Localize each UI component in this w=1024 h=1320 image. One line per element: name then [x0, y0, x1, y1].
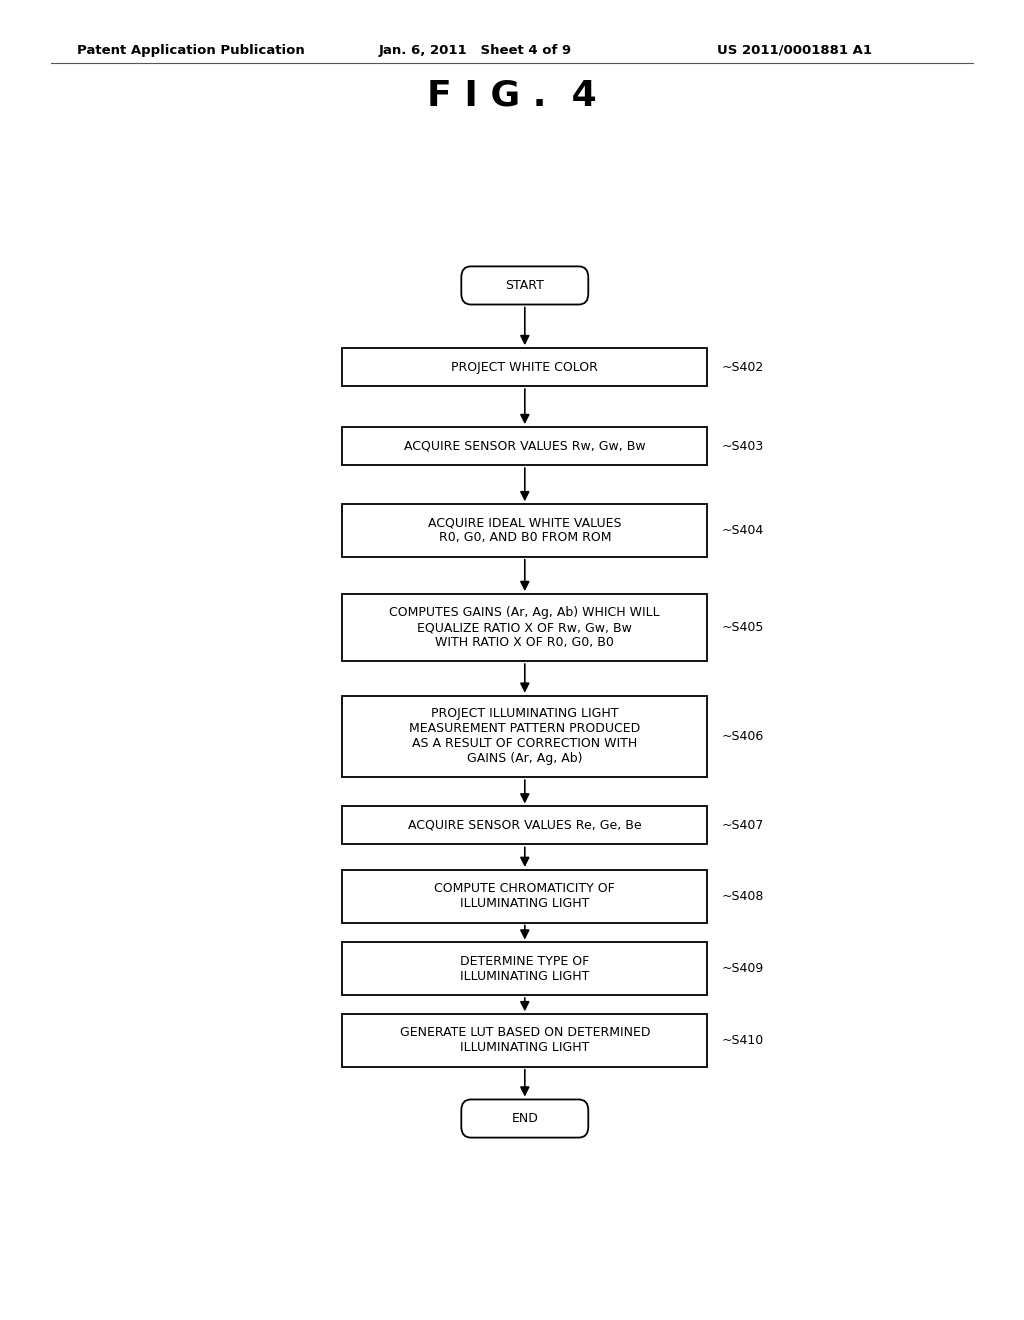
Bar — [342, 696, 708, 777]
Text: GENERATE LUT BASED ON DETERMINED
ILLUMINATING LIGHT: GENERATE LUT BASED ON DETERMINED ILLUMIN… — [399, 1027, 650, 1055]
Bar — [342, 807, 708, 845]
Text: DETERMINE TYPE OF
ILLUMINATING LIGHT: DETERMINE TYPE OF ILLUMINATING LIGHT — [460, 954, 590, 983]
Text: PROJECT ILLUMINATING LIGHT
MEASUREMENT PATTERN PRODUCED
AS A RESULT OF CORRECTIO: PROJECT ILLUMINATING LIGHT MEASUREMENT P… — [410, 708, 640, 766]
Bar — [342, 942, 708, 995]
Text: COMPUTES GAINS (Ar, Ag, Ab) WHICH WILL
EQUALIZE RATIO X OF Rw, Gw, Bw
WITH RATIO: COMPUTES GAINS (Ar, Ag, Ab) WHICH WILL E… — [389, 606, 660, 649]
Bar — [342, 348, 708, 387]
Text: ACQUIRE SENSOR VALUES Rw, Gw, Bw: ACQUIRE SENSOR VALUES Rw, Gw, Bw — [404, 440, 645, 453]
Text: COMPUTE CHROMATICITY OF
ILLUMINATING LIGHT: COMPUTE CHROMATICITY OF ILLUMINATING LIG… — [434, 882, 615, 911]
Text: ~S409: ~S409 — [722, 962, 764, 975]
Text: ~S407: ~S407 — [722, 818, 764, 832]
Text: Jan. 6, 2011   Sheet 4 of 9: Jan. 6, 2011 Sheet 4 of 9 — [379, 44, 572, 57]
Text: ~S403: ~S403 — [722, 440, 764, 453]
FancyBboxPatch shape — [461, 267, 588, 305]
Text: ACQUIRE IDEAL WHITE VALUES
R0, G0, AND B0 FROM ROM: ACQUIRE IDEAL WHITE VALUES R0, G0, AND B… — [428, 516, 622, 544]
Bar — [342, 870, 708, 923]
Text: US 2011/0001881 A1: US 2011/0001881 A1 — [717, 44, 871, 57]
Bar — [342, 594, 708, 661]
Text: Patent Application Publication: Patent Application Publication — [77, 44, 304, 57]
Text: ~S402: ~S402 — [722, 360, 764, 374]
Text: ~S408: ~S408 — [722, 890, 764, 903]
Text: ACQUIRE SENSOR VALUES Re, Ge, Be: ACQUIRE SENSOR VALUES Re, Ge, Be — [408, 818, 642, 832]
Bar — [342, 428, 708, 465]
FancyBboxPatch shape — [461, 1100, 588, 1138]
Bar — [342, 1014, 708, 1067]
Bar — [342, 504, 708, 557]
Text: END: END — [511, 1111, 539, 1125]
Text: PROJECT WHITE COLOR: PROJECT WHITE COLOR — [452, 360, 598, 374]
Text: ~S405: ~S405 — [722, 622, 764, 634]
Text: START: START — [506, 279, 544, 292]
Text: F I G .  4: F I G . 4 — [427, 78, 597, 112]
Text: ~S406: ~S406 — [722, 730, 764, 743]
Text: ~S404: ~S404 — [722, 524, 764, 537]
Text: ~S410: ~S410 — [722, 1034, 764, 1047]
